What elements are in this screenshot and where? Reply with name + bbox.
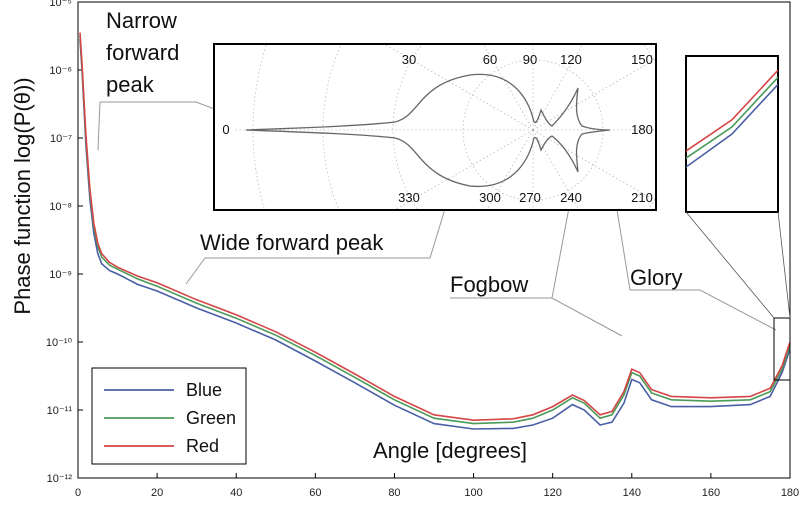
polar-angle-label: 90 — [523, 52, 537, 67]
x-tick-label: 180 — [781, 487, 799, 499]
annotation-fogbow: Fogbow — [450, 272, 528, 297]
zoom-connector-top — [685, 211, 775, 319]
legend: Blue Green Red — [91, 367, 247, 465]
polar-angle-labels: 0 30 60 90 120 150 180 210 240 270 300 330 — [222, 52, 652, 205]
x-tick-label: 0 — [75, 487, 81, 499]
polar-angle-label: 300 — [479, 190, 501, 205]
polar-angle-label: 270 — [519, 190, 541, 205]
x-tick-label: 20 — [151, 487, 163, 499]
annotation-narrow-forward-peak-line3: peak — [106, 72, 155, 97]
zoom-series-lines — [686, 69, 778, 169]
x-tick-label: 40 — [230, 487, 242, 499]
polar-angle-label: 60 — [483, 52, 497, 67]
legend-items: Blue Green Red — [104, 380, 236, 456]
y-tick-label: 10⁻⁹ — [49, 269, 72, 281]
polar-angle-label: 330 — [398, 190, 420, 205]
polar-phase-curve — [245, 73, 611, 187]
polar-angle-label: 210 — [631, 190, 653, 205]
zoom-inset — [685, 55, 791, 381]
polar-inset: 0 30 60 90 120 150 180 210 240 270 300 330 — [213, 43, 657, 211]
zoom-line-green — [686, 76, 778, 160]
polar-angle-label: 150 — [631, 52, 653, 67]
series-lines — [79, 32, 790, 430]
x-tick-label: 60 — [309, 487, 321, 499]
series-line-green — [79, 35, 790, 425]
plot-area — [77, 1, 791, 479]
y-tick-label: 10⁻⁸ — [49, 201, 72, 213]
y-tick-label: 10⁻¹² — [47, 473, 73, 485]
annotation-wide-forward-peak: Wide forward peak — [200, 230, 384, 255]
y-tick-label: 10⁻⁷ — [50, 133, 72, 145]
x-tick-label: 160 — [702, 487, 720, 499]
annotation-glory: Glory — [630, 265, 683, 290]
y-axis-ticks: 10⁻¹² 10⁻¹¹ 10⁻¹⁰ 10⁻⁹ 10⁻⁸ 10⁻⁷ 10⁻⁶ 10⁻⁵ — [46, 0, 83, 485]
zoom-connector-bottom — [777, 211, 791, 319]
annotation-narrow-forward-peak-line2: forward — [106, 40, 179, 65]
leader-wide-forward-peak — [185, 185, 453, 285]
x-tick-label: 140 — [623, 487, 641, 499]
series-line-red — [79, 32, 790, 422]
x-tick-label: 80 — [388, 487, 400, 499]
annotation-narrow-forward-peak-line1: Narrow — [106, 8, 177, 33]
x-axis-label: Angle [degrees] — [373, 438, 527, 463]
polar-angle-label: 180 — [631, 122, 653, 137]
zoom-line-red — [686, 69, 778, 152]
x-tick-label: 100 — [464, 487, 482, 499]
legend-label-green: Green — [186, 408, 236, 428]
legend-label-red: Red — [186, 436, 219, 456]
y-tick-label: 10⁻⁶ — [49, 65, 72, 77]
polar-angle-label: 120 — [560, 52, 582, 67]
x-axis-ticks: 0 20 40 60 80 100 120 140 160 180 — [75, 473, 799, 499]
zoom-source-box — [773, 317, 791, 381]
polar-inset-frame — [213, 43, 657, 211]
legend-label-blue: Blue — [186, 380, 222, 400]
leader-fogbow — [450, 297, 623, 337]
x-tick-label: 120 — [543, 487, 561, 499]
series-line-blue — [79, 39, 790, 430]
polar-angle-label: 30 — [402, 52, 416, 67]
polar-angle-label: 240 — [560, 190, 582, 205]
polar-angle-label: 0 — [222, 122, 229, 137]
y-tick-label: 10⁻¹¹ — [47, 405, 73, 417]
y-tick-label: 10⁻⁵ — [49, 0, 72, 9]
y-axis-label: Phase function log(P(θ)) — [10, 77, 35, 314]
y-tick-label: 10⁻¹⁰ — [46, 337, 73, 349]
legend-frame — [91, 367, 247, 465]
leader-glory — [630, 289, 777, 331]
zoom-line-blue — [686, 83, 778, 169]
